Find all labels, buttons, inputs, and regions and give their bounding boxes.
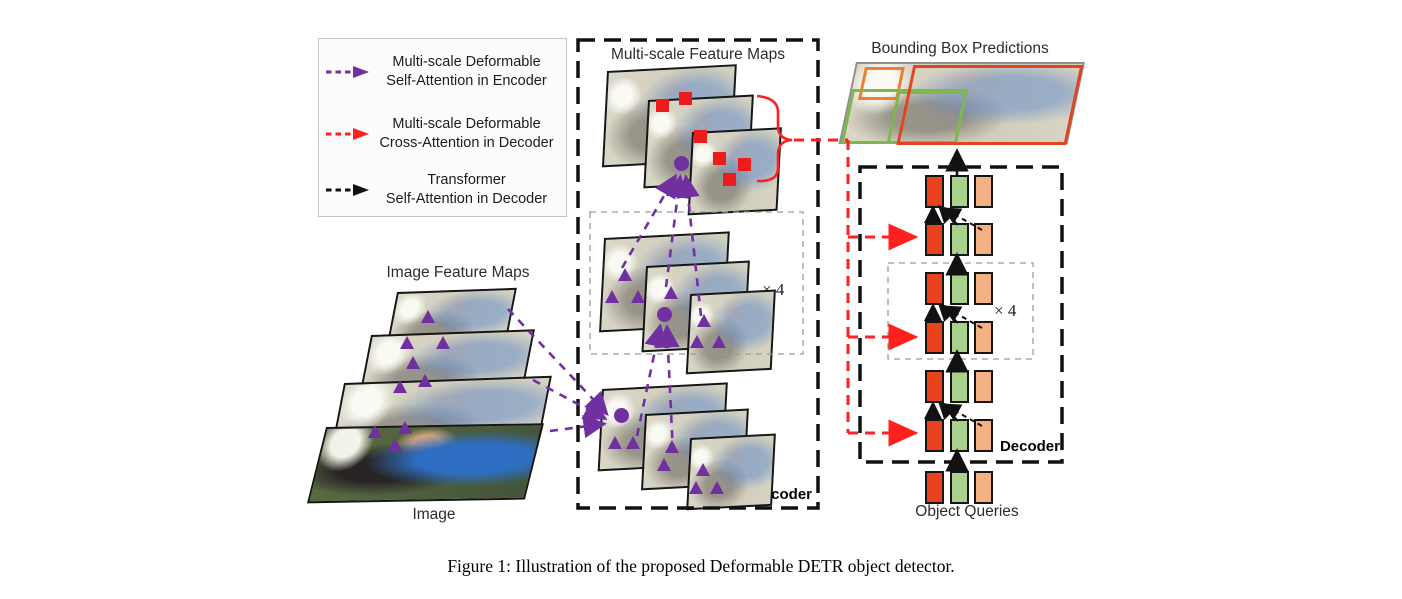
sampling-point-triangle <box>697 314 711 327</box>
query-cell-red <box>925 272 944 305</box>
legend-item-decoder-self-attention: Transformer Self-Attention in Decoder <box>323 171 562 208</box>
reference-point-dot <box>614 408 629 423</box>
feature-point-square <box>713 152 726 165</box>
sampling-point-triangle <box>664 286 678 299</box>
query-cell-green <box>950 321 969 354</box>
query-cell-red <box>925 370 944 403</box>
sampling-point-triangle <box>608 436 622 449</box>
query-cell-peach <box>974 223 993 256</box>
query-cell-peach <box>974 471 993 504</box>
legend-box: Multi-scale Deformable Self-Attention in… <box>318 38 567 217</box>
query-cell-green <box>950 223 969 256</box>
sampling-point-triangle <box>393 380 407 393</box>
encoder-title: Multi-scale Feature Maps <box>610 46 785 63</box>
input-image <box>306 423 544 504</box>
red-dashed-arrow-icon <box>326 127 369 140</box>
query-cell-red <box>925 223 944 256</box>
sampling-point-triangle <box>418 374 432 387</box>
sampling-point-triangle <box>388 438 402 451</box>
purple-dashed-arrow-icon <box>326 65 369 78</box>
reference-point-dot <box>657 307 672 322</box>
legend-label: Self-Attention in Decoder <box>385 190 548 207</box>
feature-point-square <box>694 130 707 143</box>
query-cell-red <box>925 175 944 208</box>
sampling-point-triangle <box>398 421 412 434</box>
query-cell-red <box>925 471 944 504</box>
query-cell-red <box>925 321 944 354</box>
query-cell-green <box>950 471 969 504</box>
image-label: Image <box>412 506 456 523</box>
sampling-point-triangle <box>631 290 645 303</box>
sampling-point-triangle <box>710 481 724 494</box>
feature-point-square <box>679 92 692 105</box>
decoder-repeat-label: × 4 <box>994 301 1017 320</box>
prediction-image <box>838 62 1085 145</box>
query-cell-peach <box>974 370 993 403</box>
reference-point-dot <box>674 156 689 171</box>
query-cell-red <box>925 419 944 452</box>
feature-point-square <box>723 173 736 186</box>
legend-label: Self-Attention in Encoder <box>386 72 547 89</box>
feature-point-square <box>738 158 751 171</box>
sampling-point-triangle <box>400 336 414 349</box>
sampling-point-triangle <box>696 463 710 476</box>
legend-item-decoder-cross-attention: Multi-scale Deformable Cross-Attention i… <box>323 115 562 152</box>
decoder-label: Decoder <box>999 438 1060 455</box>
query-cell-green <box>950 419 969 452</box>
sampling-point-triangle <box>368 425 382 438</box>
object-queries-label: Object Queries <box>915 503 1019 520</box>
sampling-point-triangle <box>406 356 420 369</box>
query-cell-green <box>950 272 969 305</box>
sampling-point-triangle <box>618 268 632 281</box>
sampling-point-triangle <box>657 458 671 471</box>
query-cell-peach <box>974 321 993 354</box>
query-cell-peach <box>974 175 993 208</box>
legend-item-encoder-self-attention: Multi-scale Deformable Self-Attention in… <box>323 53 562 90</box>
query-cell-peach <box>974 272 993 305</box>
bounding-box-predictions-title: Bounding Box Predictions <box>871 40 1049 57</box>
query-cell-peach <box>974 419 993 452</box>
legend-label: Multi-scale Deformable <box>392 54 541 70</box>
black-dashed-arrow-icon <box>326 183 369 196</box>
sampling-point-triangle <box>421 310 435 323</box>
sampling-point-triangle <box>626 436 640 449</box>
sampling-point-triangle <box>436 336 450 349</box>
legend-label: Transformer <box>427 172 506 188</box>
query-cell-green <box>950 175 969 208</box>
sampling-point-triangle <box>605 290 619 303</box>
sampling-point-triangle <box>690 335 704 348</box>
image-feature-maps-label: Image Feature Maps <box>386 264 530 281</box>
figure-caption: Figure 1: Illustration of the proposed D… <box>447 556 955 576</box>
legend-label: Multi-scale Deformable <box>392 116 541 132</box>
multiscale-feature-map <box>685 289 776 375</box>
sampling-point-triangle <box>689 481 703 494</box>
feature-point-square <box>656 99 669 112</box>
sampling-point-triangle <box>712 335 726 348</box>
decoder-box <box>858 165 1064 464</box>
predicted-box-red <box>896 65 1084 145</box>
legend-label: Cross-Attention in Decoder <box>379 134 554 151</box>
query-cell-green <box>950 370 969 403</box>
sampling-point-triangle <box>665 440 679 453</box>
